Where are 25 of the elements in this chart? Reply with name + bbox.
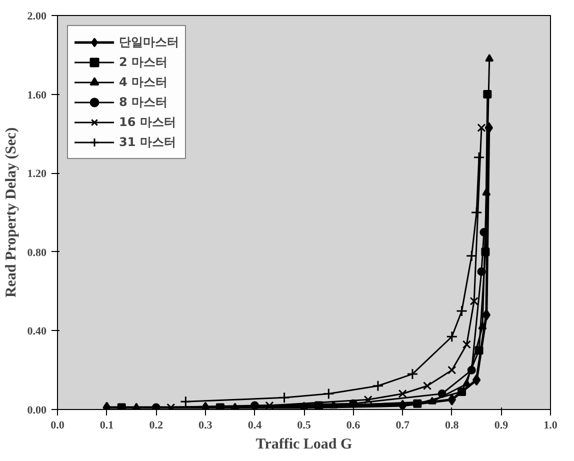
legend-label: 8 마스터	[119, 94, 168, 110]
y-tick-label: 0.00	[27, 404, 47, 416]
y-tick-label: 2.00	[27, 10, 47, 22]
legend-label: 2 마스터	[119, 54, 168, 70]
y-tick-label: 1.20	[27, 168, 47, 180]
x-tick-label: 0.3	[198, 420, 213, 432]
legend-label: 31 마스터	[119, 134, 176, 150]
x-axis-title: Traffic Load G	[256, 436, 353, 452]
legend-label: 단일마스터	[119, 34, 179, 50]
y-axis-title: Read Property Delay (Sec)	[3, 127, 20, 298]
x-tick-label: 0.7	[396, 420, 410, 432]
x-tick-label: 0.5	[297, 420, 312, 432]
y-tick-label: 0.40	[27, 326, 47, 338]
x-tick-label: 0.9	[494, 420, 509, 432]
x-tick-label: 0.1	[100, 420, 114, 432]
legend-label: 16 마스터	[119, 114, 176, 130]
y-tick-label: 0.80	[27, 246, 47, 259]
x-tick-label: 0.0	[50, 420, 65, 432]
legend-label: 4 마스터	[119, 74, 168, 90]
x-tick-label: 1.0	[544, 420, 558, 432]
y-tick-label: 1.60	[27, 89, 47, 102]
x-tick-label: 0.6	[346, 420, 361, 432]
x-tick-label: 0.8	[445, 420, 460, 432]
x-tick-label: 0.2	[149, 420, 164, 432]
x-tick-label: 0.4	[248, 420, 262, 432]
